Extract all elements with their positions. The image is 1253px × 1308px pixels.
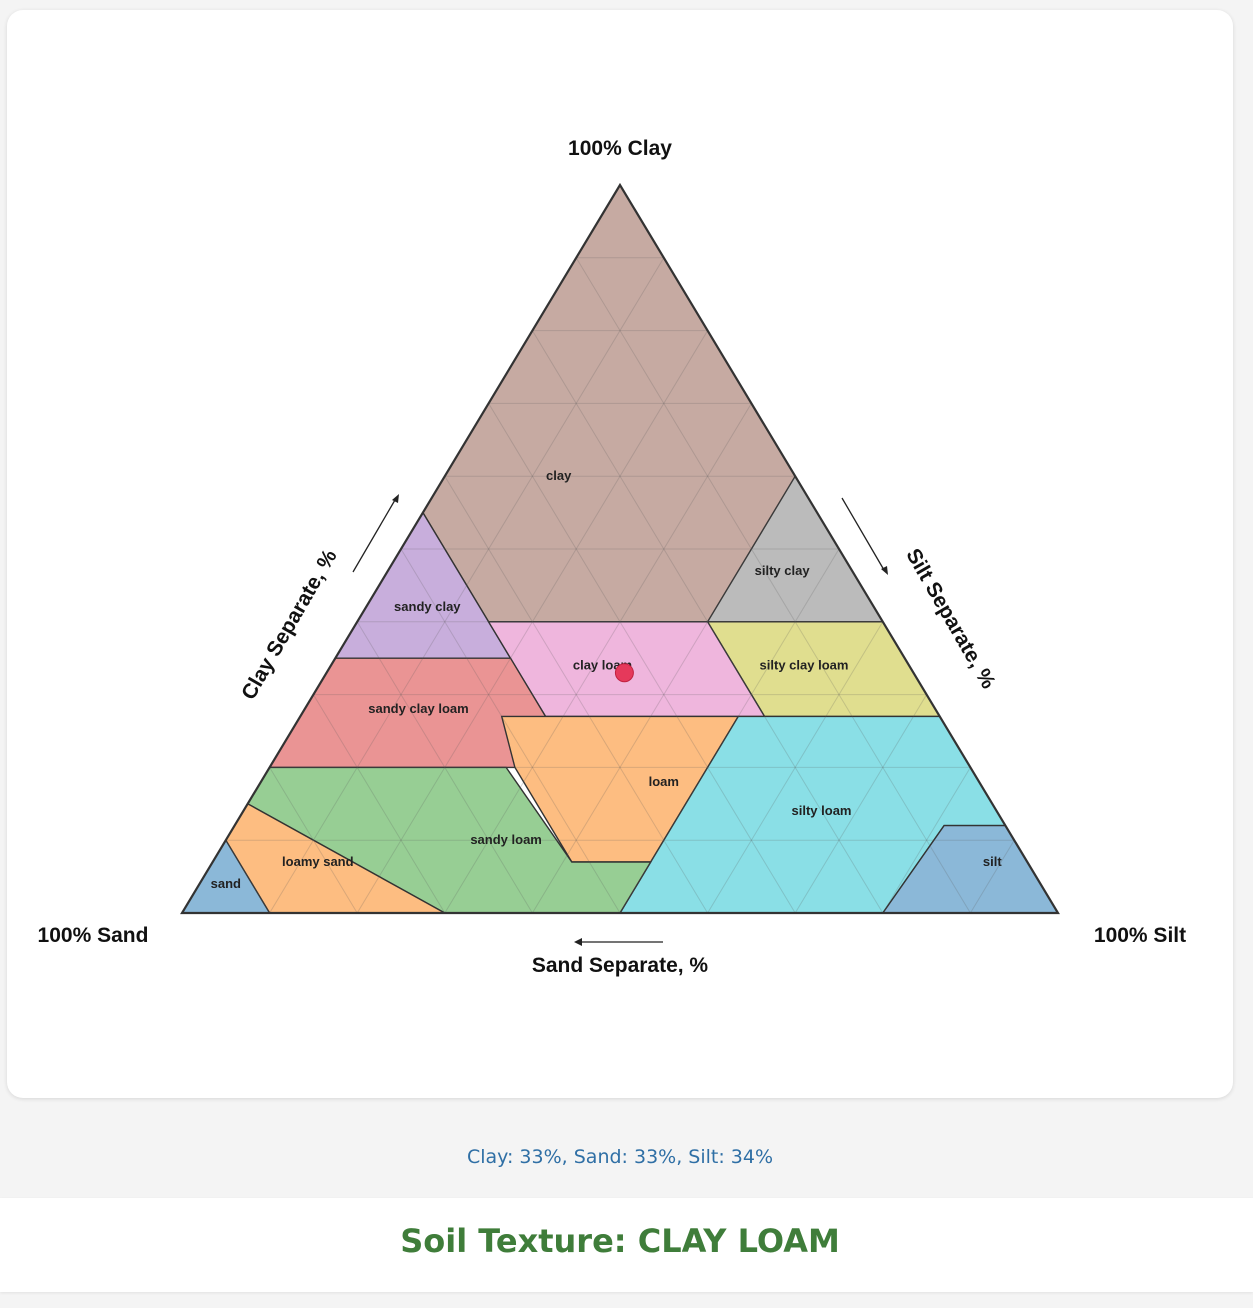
sand-axis-label: Sand Separate, %	[532, 954, 709, 977]
composition-readout: Clay: 33%, Sand: 33%, Silt: 34%	[466, 1146, 774, 1168]
clay-axis-arrow	[352, 494, 399, 573]
grid-line	[444, 403, 752, 914]
grid-line	[356, 621, 533, 914]
region-label-loamy-sand: loamy sand	[282, 854, 354, 869]
vertex-label-top: 100% Clay	[568, 137, 672, 160]
grid-line	[488, 403, 796, 914]
region-label-sandy-clay-loam: sandy clay loam	[368, 701, 468, 716]
grid-line	[312, 694, 446, 914]
region-label-sandy-loam: sandy loam	[470, 832, 542, 847]
chart-card: clay silty clay sandy clay silty clay loam c…	[7, 10, 1233, 1098]
result-panel: Soil Texture: CLAY LOAM	[0, 1198, 1253, 1292]
grid-line	[356, 330, 709, 914]
grid-line	[225, 839, 271, 914]
grid-line	[400, 548, 621, 914]
region-label-silty-clay: silty clay	[755, 563, 811, 578]
grid-line	[269, 767, 358, 914]
region-label-silty-loam: silty loam	[792, 803, 852, 818]
grid-line	[575, 257, 971, 914]
region-label-sand: sand	[211, 876, 241, 891]
grid-line	[882, 767, 971, 914]
sample-point-marker[interactable]	[614, 663, 634, 683]
sand-axis-arrow	[574, 938, 663, 946]
silt-axis-label: Silt Separate, %	[901, 545, 1000, 693]
grid-line	[707, 621, 884, 914]
region-label-silty-clay-loam: silty clay loam	[760, 658, 849, 673]
region-label-sandy-clay: sandy clay	[394, 599, 461, 614]
vertex-label-left: 100% Sand	[38, 924, 149, 947]
grid-line	[794, 694, 928, 914]
region-label-loam: loam	[649, 774, 679, 789]
grid-line	[531, 330, 884, 914]
grid-line	[269, 257, 665, 914]
grid-line	[969, 839, 1015, 914]
triangle-outline	[180, 182, 1060, 915]
grid-line	[444, 475, 709, 914]
soil-texture-result: Soil Texture: CLAY LOAM	[400, 1222, 840, 1260]
region-label-clay: clay	[546, 468, 572, 483]
grid-line	[619, 548, 840, 914]
region-label-silt: silt	[983, 854, 1002, 869]
grid-line	[531, 475, 796, 914]
vertex-label-right: 100% Silt	[1094, 924, 1186, 947]
silt-axis-arrow	[841, 497, 888, 575]
